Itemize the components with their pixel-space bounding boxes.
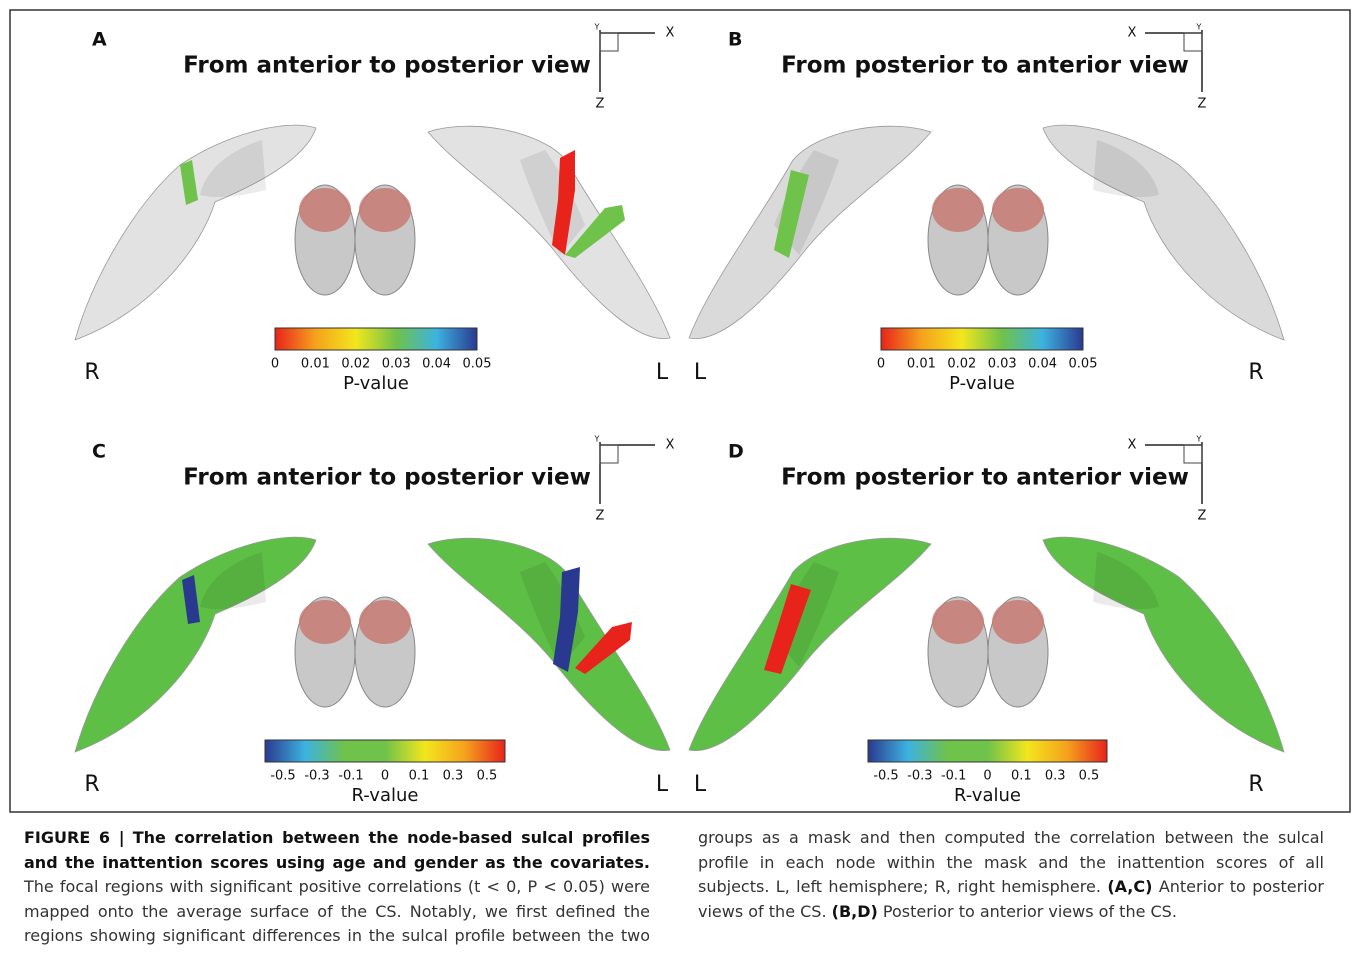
- axis-z: Z: [1198, 97, 1207, 112]
- panel-letter: A: [92, 29, 107, 51]
- colorbar-tick: 0.1: [409, 769, 430, 784]
- axis-z: Z: [1198, 509, 1207, 524]
- caption-ac-label: (A,C): [1107, 877, 1152, 896]
- brain-region: [992, 188, 1044, 232]
- panel: B From posterior to anterior view X Y Z L R 0 0.…: [689, 23, 1284, 395]
- colorbar-tick: -0.3: [304, 769, 329, 784]
- brain-region: [359, 600, 411, 644]
- side-label-left: R: [84, 360, 99, 385]
- colorbar-label: R-value: [954, 785, 1021, 806]
- sulcus-surface: [75, 125, 316, 340]
- axis-z: Z: [596, 97, 605, 112]
- brain-icon: [295, 185, 415, 295]
- colorbar-label: P-value: [343, 373, 409, 394]
- panel: C From anterior to posterior view X Y Z R L -0.…: [75, 435, 675, 807]
- brain-icon: [928, 597, 1048, 707]
- colorbar-tick: 0.5: [477, 769, 498, 784]
- colorbar-tick: 0: [877, 357, 885, 372]
- colorbar-label: R-value: [352, 785, 419, 806]
- side-label-right: R: [1248, 360, 1263, 385]
- panel-title: From posterior to anterior view: [781, 465, 1189, 491]
- brain-region: [299, 188, 351, 232]
- brain-region: [992, 600, 1044, 644]
- axis-box: [1184, 445, 1202, 463]
- figure-border: [10, 10, 1350, 812]
- colorbar-tick: -0.1: [941, 769, 966, 784]
- colorbar-tick: 0.3: [443, 769, 464, 784]
- side-label-left: L: [694, 360, 707, 385]
- caption: FIGURE 6 | The correlation between the n…: [24, 826, 1324, 949]
- side-label-left: R: [84, 772, 99, 797]
- axis-box: [600, 445, 618, 463]
- caption-bd-label: (B,D): [832, 902, 878, 921]
- colorbar-tick: 0.02: [341, 357, 370, 372]
- colorbar-tick: -0.1: [338, 769, 363, 784]
- panel-letter: D: [728, 441, 744, 463]
- axis-y: Y: [1196, 23, 1202, 32]
- axis-y: Y: [1196, 435, 1202, 444]
- brain-region: [932, 600, 984, 644]
- panel-title: From anterior to posterior view: [183, 465, 591, 491]
- brain-region: [299, 600, 351, 644]
- axis-z: Z: [596, 509, 605, 524]
- sulcus-surface: [1043, 537, 1284, 752]
- colorbar-tick: 0.1: [1011, 769, 1032, 784]
- colorbar: [265, 740, 505, 762]
- side-label-right: L: [656, 360, 669, 385]
- colorbar-tick: 0.03: [382, 357, 411, 372]
- brain-icon: [295, 597, 415, 707]
- axis-box: [600, 33, 618, 51]
- sulcus-surface: [1043, 125, 1284, 340]
- axis-box: [1184, 33, 1202, 51]
- colorbar-tick: 0.03: [988, 357, 1017, 372]
- figure: A From anterior to posterior view X Y Z R L 0 0.…: [0, 0, 1358, 820]
- colorbar-tick: 0: [983, 769, 991, 784]
- colorbar-tick: 0.04: [422, 357, 451, 372]
- axis-x: X: [1128, 438, 1137, 453]
- colorbar-tick: 0.05: [1069, 357, 1098, 372]
- colorbar-tick: -0.3: [907, 769, 932, 784]
- colorbar: [275, 328, 477, 350]
- colorbar: [868, 740, 1107, 762]
- axis-glyph: X Y Z: [594, 23, 675, 112]
- colorbar-tick: 0.3: [1045, 769, 1066, 784]
- brain-icon: [928, 185, 1048, 295]
- axis-y: Y: [594, 435, 600, 444]
- panel-letter: C: [92, 441, 106, 463]
- caption-label: FIGURE 6 |: [24, 828, 125, 847]
- page: A From anterior to posterior view X Y Z R L 0 0.…: [0, 0, 1358, 957]
- colorbar-tick: 0: [381, 769, 389, 784]
- panel-title: From posterior to anterior view: [781, 53, 1189, 79]
- axis-y: Y: [594, 23, 600, 32]
- sulcus-surface: [75, 537, 316, 752]
- panel-letter: B: [728, 29, 742, 51]
- side-label-right: R: [1248, 772, 1263, 797]
- colorbar-tick: 0.04: [1028, 357, 1057, 372]
- colorbar-label: P-value: [949, 373, 1015, 394]
- axis-glyph: X Y Z: [594, 435, 675, 524]
- axis-x: X: [666, 26, 675, 41]
- caption-bd-text: Posterior to anterior views of the CS.: [883, 902, 1177, 921]
- panel: A From anterior to posterior view X Y Z R L 0 0.…: [75, 23, 675, 395]
- panel-title: From anterior to posterior view: [183, 53, 591, 79]
- side-label-right: L: [656, 772, 669, 797]
- colorbar-tick: 0.02: [947, 357, 976, 372]
- panel: D From posterior to anterior view X Y Z L R -0.…: [689, 435, 1284, 807]
- colorbar-tick: 0.5: [1079, 769, 1100, 784]
- brain-region: [932, 188, 984, 232]
- axis-x: X: [666, 438, 675, 453]
- colorbar-tick: -0.5: [270, 769, 295, 784]
- colorbar-tick: -0.5: [873, 769, 898, 784]
- colorbar-tick: 0: [271, 357, 279, 372]
- colorbar-tick: 0.05: [463, 357, 492, 372]
- axis-x: X: [1128, 26, 1137, 41]
- colorbar: [881, 328, 1083, 350]
- side-label-left: L: [694, 772, 707, 797]
- brain-region: [359, 188, 411, 232]
- colorbar-tick: 0.01: [301, 357, 330, 372]
- colorbar-tick: 0.01: [907, 357, 936, 372]
